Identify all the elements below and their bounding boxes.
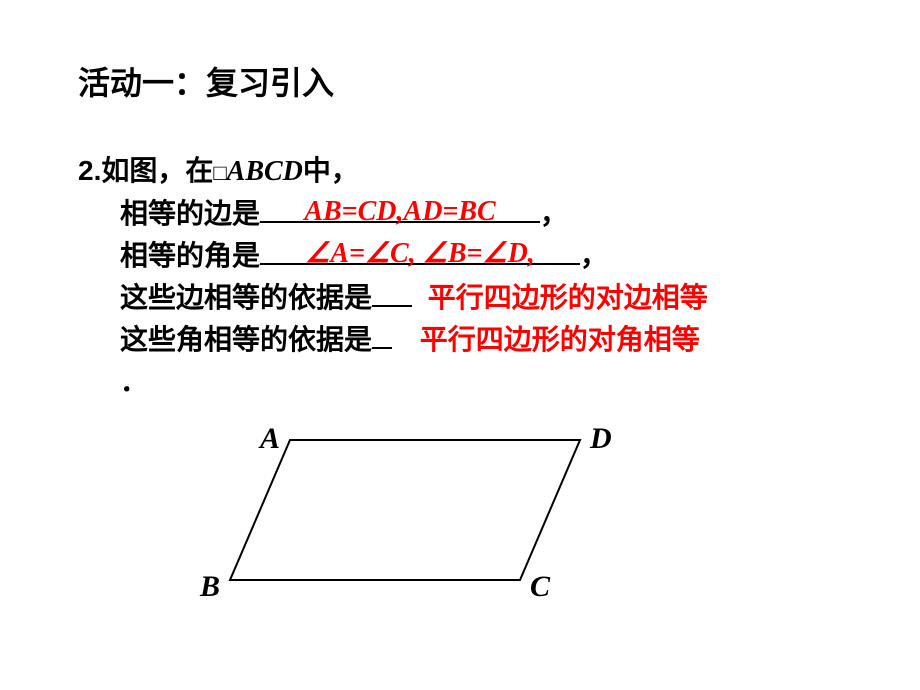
parallelogram-symbol: □ [213,156,226,189]
line5-label: 这些角相等的依据是 [120,319,372,361]
answer-angles: ∠A=∠C, ∠B=∠D, [260,233,580,275]
blank-angles: ∠A=∠C, ∠B=∠D, [260,235,580,277]
line3-tail: ， [580,235,608,277]
vertex-C: C [530,570,550,604]
line-4: 这些边相等的依据是 平行四边形的对边相等 [78,277,708,319]
question-block: 2.如图，在 □ ABCD 中， 相等的边是 AB=CD,AD=BC ， 相等的… [78,150,708,403]
parallelogram-shape [230,440,580,580]
line1-prefix: 2.如图，在 [78,150,213,192]
line1-suffix: 中， [303,150,359,192]
line3-label: 相等的角是 [120,235,260,277]
shape-name: ABCD [227,151,303,193]
line-3: 相等的角是 ∠A=∠C, ∠B=∠D, ， [78,235,708,277]
answer-side-basis: 平行四边形的对边相等 [428,282,708,313]
line4-label: 这些边相等的依据是 [120,277,372,319]
answer-sides: AB=CD,AD=BC [260,191,540,233]
blank-side-basis: 平行四边形的对边相等 [372,277,708,319]
section-title: 活动一：复习引入 [78,58,334,104]
line2-tail: ， [540,193,568,235]
line2-label: 相等的边是 [120,193,260,235]
vertex-A: A [260,422,280,456]
period: ． [120,361,148,403]
blank-angle-basis: 平行四边形的对角相等 [372,319,700,361]
vertex-B: B [200,570,220,604]
line-period: ． [78,361,708,403]
answer-angle-basis: 平行四边形的对角相等 [420,324,700,355]
parallelogram-diagram: A D B C [200,420,620,620]
line-5: 这些角相等的依据是 平行四边形的对角相等 [78,319,708,361]
line-1: 2.如图，在 □ ABCD 中， [78,150,708,193]
line-2: 相等的边是 AB=CD,AD=BC ， [78,193,708,235]
vertex-D: D [590,422,612,456]
blank-sides: AB=CD,AD=BC [260,193,540,235]
